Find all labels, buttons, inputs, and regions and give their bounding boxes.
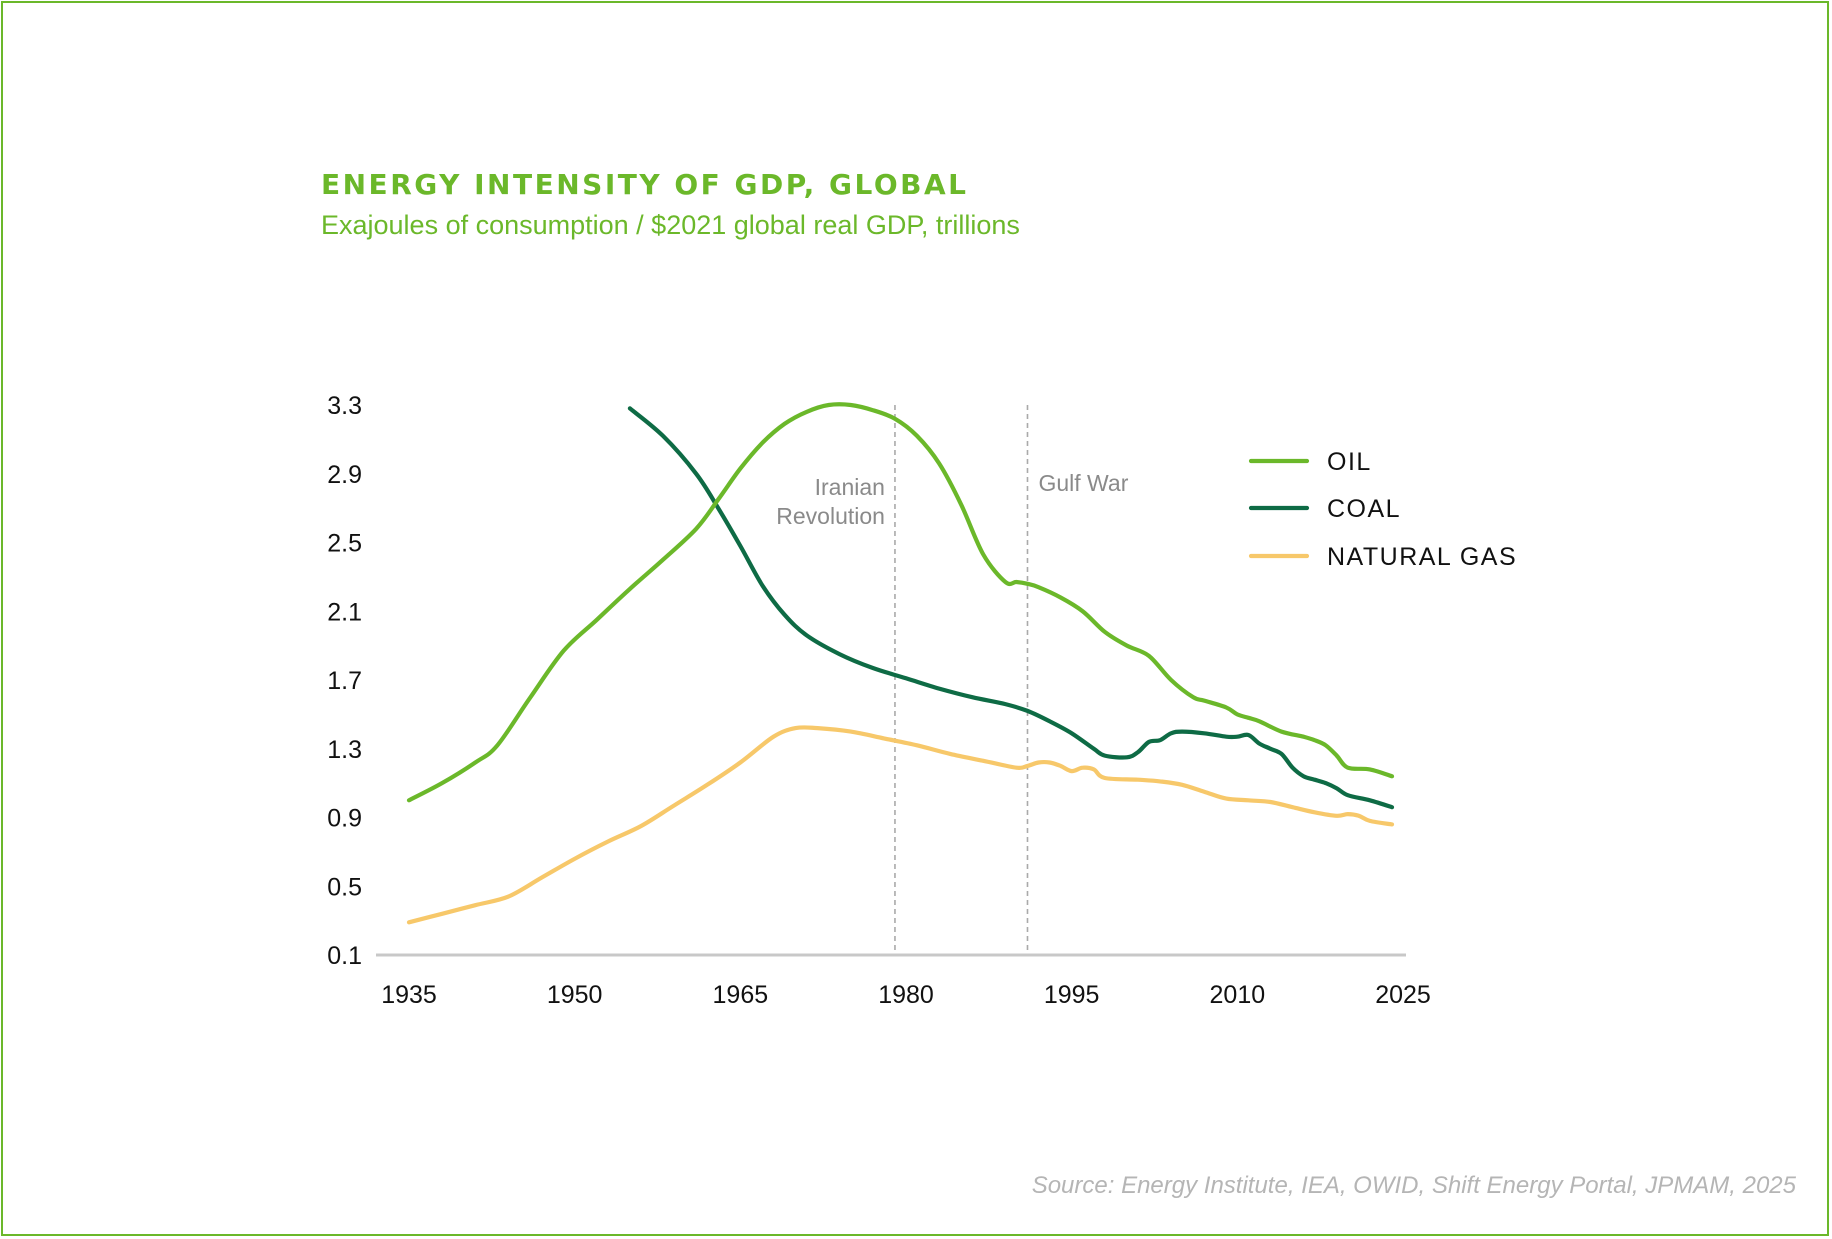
x-tick-label: 1980 [878, 981, 934, 1009]
series-line-oil [406, 402, 1395, 803]
event-annotation: Revolution [776, 503, 885, 529]
legend: OIL COAL NATURAL GAS [1248, 448, 1517, 571]
chart-subtitle: Exajoules of consumption / $2021 global … [321, 210, 1020, 240]
event-annotation: Gulf War [1038, 470, 1128, 496]
y-tick-label: 0.5 [327, 873, 362, 901]
event-lines: Iranian Revolution Gulf War [776, 405, 1129, 955]
y-tick-label: 0.9 [327, 805, 362, 833]
chart-title: ENERGY INTENSITY OF GDP, GLOBAL [321, 168, 969, 201]
x-tick-label: 2025 [1375, 981, 1431, 1009]
series-lines [406, 402, 1395, 925]
legend-label-natural-gas: NATURAL GAS [1327, 543, 1517, 571]
y-tick-label: 2.1 [327, 598, 362, 626]
y-tick-label: 0.1 [327, 942, 362, 970]
y-tick-label: 2.5 [327, 530, 362, 558]
x-tick-label: 1935 [381, 981, 437, 1009]
source-note: Source: Energy Institute, IEA, OWID, Shi… [1031, 1172, 1796, 1199]
y-tick-label: 3.3 [327, 392, 362, 420]
x-tick-label: 1950 [547, 981, 603, 1009]
event-annotation: Iranian [815, 474, 885, 500]
y-tick-label: 1.3 [327, 736, 362, 764]
axis-layer: 3.3 2.9 2.5 2.1 1.7 1.3 0.9 0.5 0.1 1935 1950 1965 1… [327, 392, 1431, 1009]
y-tick-label: 1.7 [327, 667, 362, 695]
series-line-natural-gas [406, 725, 1395, 925]
x-tick-label: 1995 [1044, 981, 1100, 1009]
x-tick-label: 1965 [713, 981, 769, 1009]
y-tick-label: 2.9 [327, 461, 362, 489]
legend-label-coal: COAL [1327, 495, 1401, 523]
series-line-coal [627, 406, 1395, 810]
x-tick-label: 2010 [1210, 981, 1266, 1009]
legend-label-oil: OIL [1327, 448, 1372, 476]
